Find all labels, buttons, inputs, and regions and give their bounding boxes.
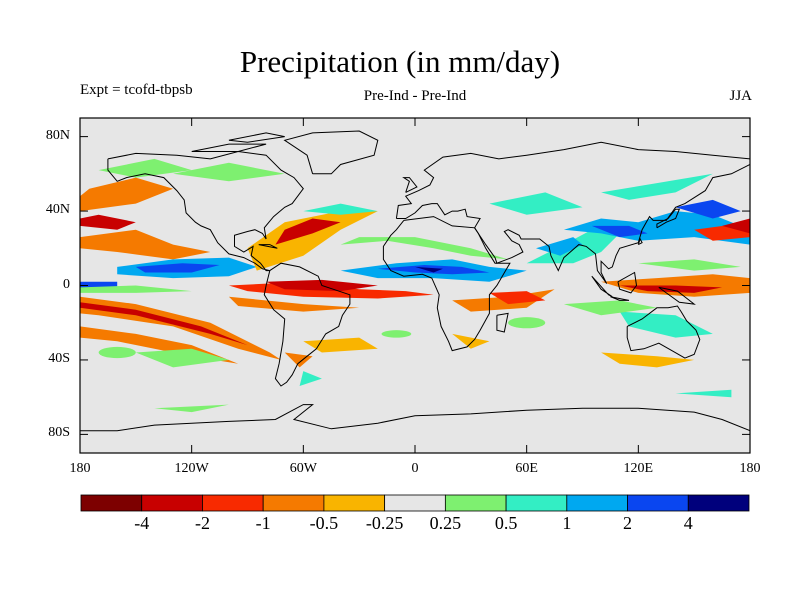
anomaly-patch — [601, 173, 713, 200]
colorbar-segment — [505, 494, 568, 512]
anomaly-patch — [415, 266, 443, 273]
colorbar-label: 0.5 — [494, 513, 518, 533]
anomaly-contours — [80, 158, 750, 413]
latitude-label: 40N — [45, 202, 70, 218]
colorbar-label: 2 — [623, 513, 633, 533]
season-label: JJA — [729, 88, 752, 104]
latitude-label: 80N — [45, 127, 70, 143]
anomaly-patch — [675, 199, 741, 219]
colorbar-segment — [262, 494, 325, 512]
colorbar-segment — [627, 494, 689, 512]
anomaly-patch — [98, 346, 136, 359]
colorbar-label: -0.5 — [309, 513, 339, 533]
colorbar-label: 0.25 — [429, 513, 462, 533]
coastline — [107, 150, 304, 272]
axis-ticks — [79, 118, 751, 453]
coastline — [263, 262, 351, 387]
anomaly-patch — [722, 218, 750, 234]
coastline — [617, 271, 638, 294]
colorbar-segment — [384, 494, 446, 512]
anomaly-patch — [591, 225, 648, 238]
anomaly-patch — [80, 285, 192, 293]
colorbar-segment — [444, 494, 507, 512]
coastline — [656, 208, 681, 229]
longitude-label: 120W — [174, 461, 209, 476]
colorbar-segment — [687, 494, 750, 512]
anomaly-patch — [508, 317, 546, 329]
coastline — [395, 141, 750, 219]
anomaly-patch — [381, 330, 412, 338]
colorbar-segment — [323, 494, 386, 512]
anomaly-patch — [601, 352, 695, 368]
colorbar-label: -1 — [255, 513, 271, 533]
anomaly-patch — [619, 285, 723, 293]
colorbar-segment — [566, 494, 628, 512]
coastline — [610, 296, 630, 301]
coastline — [626, 305, 701, 359]
anomaly-patch — [80, 229, 211, 260]
colorbar-segment — [80, 494, 143, 512]
coastline — [283, 130, 379, 175]
longitude-label: 180 — [69, 461, 91, 476]
anomaly-patch — [563, 300, 657, 316]
anomaly-patch — [284, 352, 313, 368]
colorbar — [80, 494, 750, 512]
anomaly-patch — [228, 296, 360, 312]
colorbar-label: -2 — [194, 513, 210, 533]
chart-title: Precipitation (in mm/day) — [239, 44, 561, 79]
anomaly-patch — [299, 371, 322, 386]
anomaly-patch — [247, 211, 378, 271]
anomaly-patch — [536, 237, 583, 256]
map-field — [80, 118, 750, 453]
colorbar-segment — [141, 494, 203, 512]
coastline — [658, 286, 696, 305]
latitude-label: 80S — [48, 425, 70, 441]
latitude-label: 40S — [48, 350, 70, 366]
colorbar-label: 1 — [562, 513, 572, 533]
longitude-label: 60E — [515, 461, 538, 476]
colorbar-segment — [202, 494, 264, 512]
anomaly-patch — [173, 162, 285, 182]
anomaly-patch — [135, 263, 220, 273]
coastline — [496, 312, 509, 333]
coastline — [258, 244, 278, 249]
anomaly-patch — [275, 218, 341, 245]
longitude-label: 120E — [623, 461, 654, 476]
anomaly-patch — [340, 237, 509, 260]
anomaly-patch — [638, 259, 741, 271]
experiment-label: Expt = tcofd-tbpsb — [80, 82, 193, 98]
coastline — [228, 132, 285, 143]
coastline — [191, 143, 267, 152]
anomaly-patch — [80, 214, 136, 230]
anomaly-patch — [489, 192, 583, 215]
anomaly-patch — [154, 404, 229, 413]
coastline — [402, 177, 418, 193]
anomaly-patch — [489, 291, 546, 305]
anomaly-patch — [452, 333, 490, 349]
anomaly-patch — [675, 389, 732, 398]
coastline — [382, 216, 511, 352]
coastline — [396, 164, 750, 284]
comparison-label: Pre-Ind - Pre-Ind — [363, 88, 467, 104]
anomaly-patch — [303, 203, 378, 215]
coastline — [637, 237, 643, 246]
longitude-label: 180 — [739, 461, 761, 476]
latitude-label: 0 — [63, 276, 70, 292]
coastline — [80, 404, 750, 432]
colorbar-label: 4 — [683, 513, 693, 533]
anomaly-patch — [98, 158, 192, 178]
anomaly-patch — [80, 177, 174, 212]
anomaly-patch — [303, 337, 378, 353]
coastlines — [80, 130, 750, 432]
colorbar-label: -0.25 — [365, 513, 404, 533]
longitude-label: 60W — [289, 461, 317, 476]
anomaly-patch — [80, 302, 248, 346]
colorbar-label: -4 — [134, 513, 150, 533]
anomaly-patch — [135, 348, 229, 368]
longitude-label: 0 — [411, 461, 419, 476]
